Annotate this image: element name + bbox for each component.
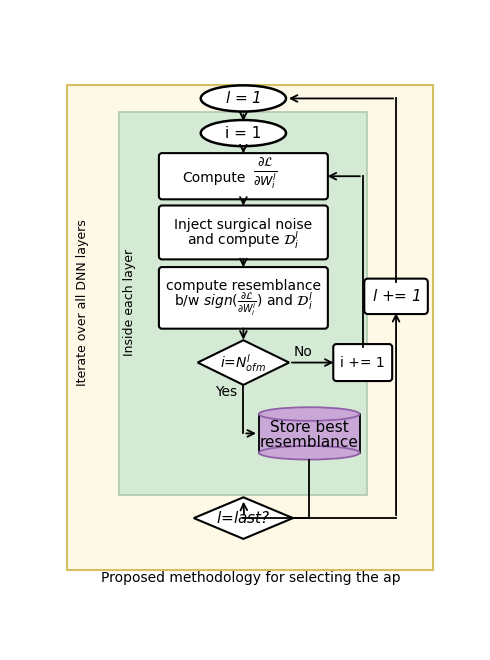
Text: b/w $sign(\frac{\partial\mathcal{L}}{\partial W_i^l})$ and $\mathcal{D}_i^l$: b/w $sign(\frac{\partial\mathcal{L}}{\pa…	[174, 290, 313, 317]
Text: $\frac{\partial\mathcal{L}}{\partial W_i^l}$: $\frac{\partial\mathcal{L}}{\partial W_i…	[253, 157, 277, 192]
Text: Proposed methodology for selecting the ap: Proposed methodology for selecting the a…	[101, 571, 401, 585]
Text: $l$ += 1: $l$ += 1	[371, 288, 420, 304]
Ellipse shape	[201, 120, 286, 147]
Text: Compute: Compute	[182, 171, 245, 185]
Ellipse shape	[259, 407, 360, 421]
FancyBboxPatch shape	[364, 279, 428, 314]
Bar	[259, 414, 360, 453]
Bar	[120, 112, 368, 495]
Text: and compute $\mathcal{D}_i^l$: and compute $\mathcal{D}_i^l$	[187, 229, 299, 251]
Text: Inside each layer: Inside each layer	[123, 249, 136, 356]
Polygon shape	[194, 498, 293, 539]
Text: i += 1: i += 1	[341, 356, 385, 370]
Ellipse shape	[201, 85, 286, 112]
FancyBboxPatch shape	[333, 344, 392, 381]
Text: i = 1: i = 1	[225, 125, 262, 141]
FancyBboxPatch shape	[159, 153, 328, 199]
FancyBboxPatch shape	[159, 267, 328, 329]
Text: $l$=last?: $l$=last?	[216, 510, 270, 526]
Text: compute resemblance: compute resemblance	[166, 279, 321, 292]
Text: $l$ = 1: $l$ = 1	[225, 90, 262, 106]
Text: i=$N_{ofm}^l$: i=$N_{ofm}^l$	[220, 352, 267, 374]
FancyBboxPatch shape	[159, 205, 328, 259]
Text: resemblance: resemblance	[260, 435, 359, 450]
Text: Iterate over all DNN layers: Iterate over all DNN layers	[76, 219, 90, 386]
Text: Inject surgical noise: Inject surgical noise	[174, 218, 313, 232]
Polygon shape	[197, 341, 289, 385]
Text: Yes: Yes	[215, 385, 237, 399]
Text: Store best: Store best	[270, 420, 348, 435]
Text: No: No	[294, 345, 313, 359]
Ellipse shape	[259, 446, 360, 459]
